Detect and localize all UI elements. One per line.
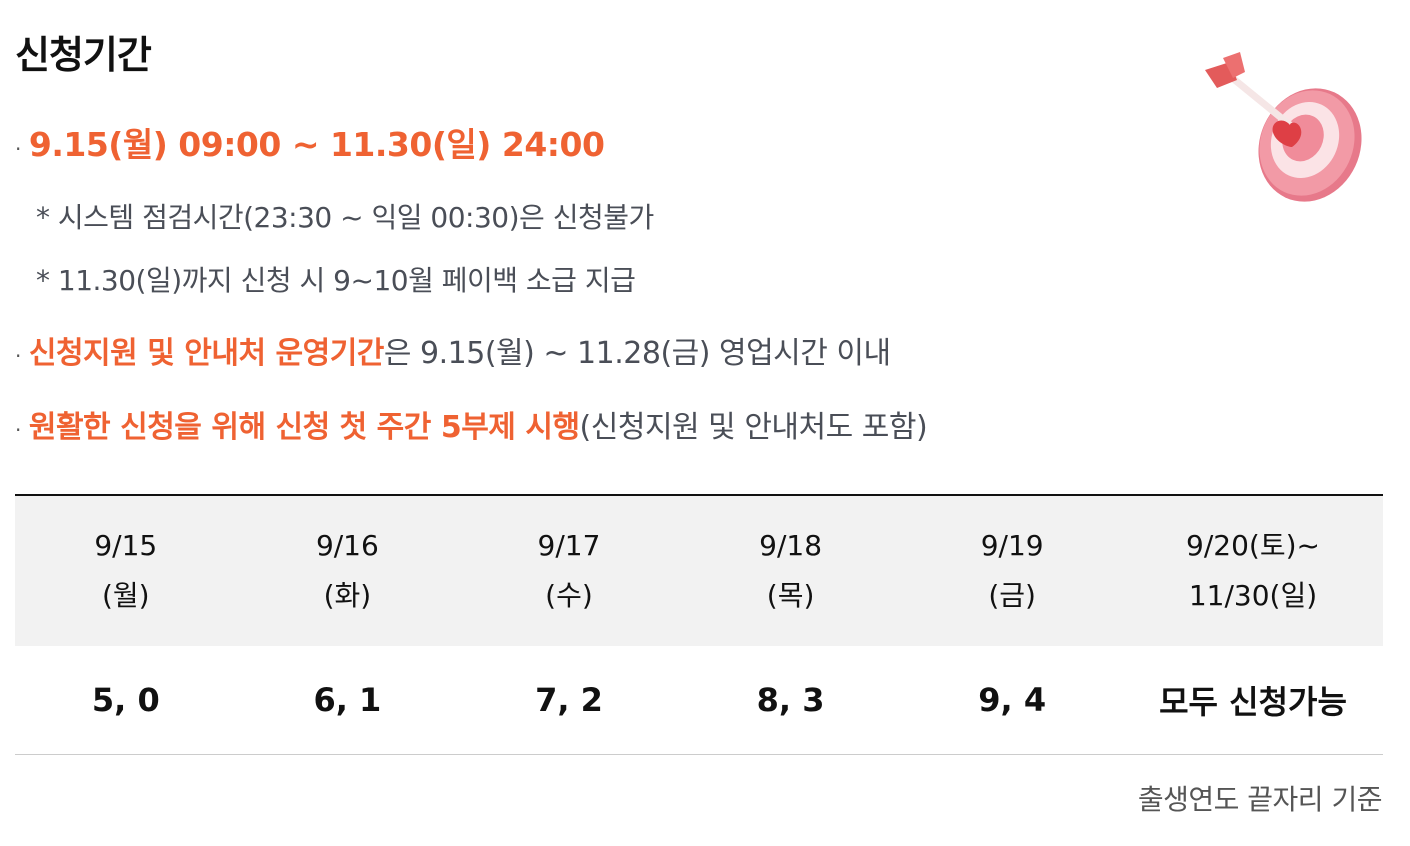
table-row: 5, 0 6, 1 7, 2 8, 3 9, 4 모두 신청가능 — [15, 646, 1383, 755]
header-day: 11/30(일) — [1188, 579, 1318, 612]
note-payback: * 11.30(일)까지 신청 시 9~10월 페이백 소급 지급 — [36, 264, 636, 297]
header-day: (수) — [545, 579, 593, 612]
header-cell: 9/15 (월) — [15, 495, 237, 646]
value-cell: 9, 4 — [978, 681, 1047, 719]
bullet: · — [15, 418, 21, 442]
header-day: (월) — [101, 579, 150, 612]
bullet: · — [15, 344, 21, 368]
value-cell: 모두 신청가능 — [1159, 683, 1347, 721]
header-date: 9/16 — [315, 529, 379, 562]
value-cell: 5, 0 — [91, 681, 160, 719]
header-date: 9/18 — [759, 529, 823, 562]
header-day: (화) — [323, 579, 372, 612]
period-text: 9.15(월) 09:00 ~ 11.30(일) 24:00 — [28, 125, 605, 164]
header-date: 9/15 — [94, 529, 158, 562]
value-cell: 7, 2 — [535, 681, 603, 719]
header-cell: 9/17 (수) — [458, 495, 680, 646]
bullet: · — [15, 137, 21, 161]
footnote: 출생연도 끝자리 기준 — [1137, 783, 1383, 816]
value-cell: 6, 1 — [313, 681, 382, 719]
support-highlight: 신청지원 및 안내처 운영기간 — [28, 336, 385, 371]
rotation-table: 9/15 (월) 9/16 (화) 9/17 (수) 9/18 (목) 9/19 (금) … — [15, 494, 1383, 755]
header-day: (목) — [766, 579, 815, 612]
header-cell: 9/18 (목) — [680, 495, 902, 646]
application-period: · 9.15(월) 09:00 ~ 11.30(일) 24:00 — [15, 118, 605, 166]
support-rest: 은 9.15(월) ~ 11.28(금) 영업시간 이내 — [383, 336, 891, 371]
table-header-row: 9/15 (월) 9/16 (화) 9/17 (수) 9/18 (목) 9/19 (금) … — [15, 495, 1383, 646]
rotation-rule: · 원활한 신청을 위해 신청 첫 주간 5부제 시행(신청지원 및 안내처도 포… — [15, 402, 928, 446]
header-cell: 9/19 (금) — [901, 495, 1123, 646]
header-date: 9/19 — [980, 529, 1044, 562]
rotation-highlight: 원활한 신청을 위해 신청 첫 주간 5부제 시행 — [28, 410, 580, 445]
value-cell: 8, 3 — [756, 681, 825, 719]
header-date: 9/17 — [537, 529, 601, 562]
page-title: 신청기간 — [15, 33, 152, 77]
header-day: (금) — [988, 579, 1036, 612]
header-cell: 9/20(토)~ 11/30(일) — [1123, 495, 1383, 646]
header-cell: 9/16 (화) — [237, 495, 459, 646]
rotation-rest: (신청지원 및 안내처도 포함) — [579, 410, 928, 445]
target-arrow-icon — [1205, 52, 1362, 202]
note-maintenance: * 시스템 점검시간(23:30 ~ 익일 00:30)은 신청불가 — [36, 201, 654, 234]
header-date: 9/20(토)~ — [1186, 529, 1320, 562]
support-period: · 신청지원 및 안내처 운영기간은 9.15(월) ~ 11.28(금) 영업시… — [15, 328, 891, 372]
